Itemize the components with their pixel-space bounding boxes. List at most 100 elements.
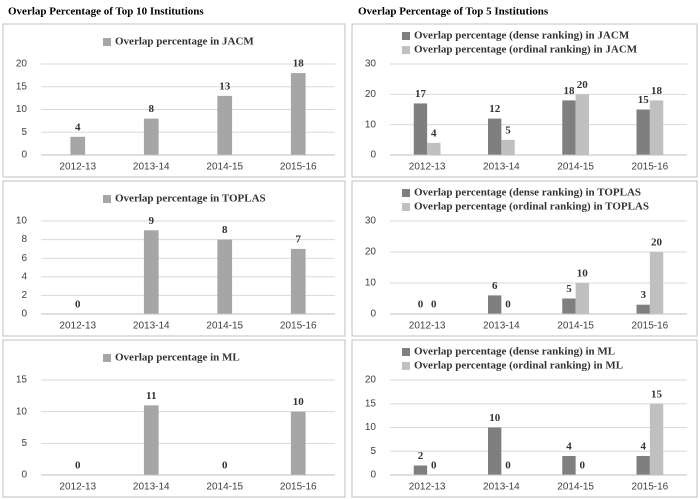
data-label: 18	[651, 85, 663, 97]
y-tick-label: 0	[370, 150, 376, 161]
y-tick-label: 10	[16, 216, 28, 227]
y-tick-label: 5	[21, 127, 27, 138]
data-label: 0	[418, 299, 424, 311]
data-label: 0	[580, 460, 586, 472]
legend-swatch	[402, 46, 410, 54]
y-tick-label: 30	[365, 216, 377, 227]
y-tick-label: 0	[21, 150, 27, 161]
data-label: 9	[149, 215, 155, 227]
data-label: 0	[75, 299, 81, 311]
x-tick-label: 2012-13	[409, 482, 446, 493]
y-tick-label: 10	[365, 278, 377, 289]
bar	[488, 295, 502, 314]
bar	[70, 136, 86, 155]
data-label: 17	[415, 88, 427, 100]
x-tick-label: 2013-14	[483, 321, 520, 332]
y-tick-label: 0	[370, 309, 376, 320]
bar	[143, 405, 159, 475]
legend-swatch	[103, 195, 111, 203]
bar	[488, 427, 502, 475]
y-tick-label: 30	[365, 59, 377, 70]
bar	[562, 456, 576, 475]
x-tick-label: 2013-14	[483, 482, 520, 493]
y-tick-label: 20	[365, 247, 377, 258]
legend-swatch	[402, 189, 410, 197]
data-label: 10	[293, 396, 305, 408]
y-tick-label: 15	[16, 81, 28, 92]
data-label: 2	[418, 450, 424, 462]
y-tick-label: 20	[365, 89, 377, 100]
y-tick-label: 15	[365, 398, 377, 409]
panel	[2, 339, 346, 498]
x-tick-label: 2012-13	[59, 482, 96, 493]
x-tick-label: 2015-16	[632, 482, 669, 493]
bar	[649, 403, 664, 475]
data-label: 10	[577, 268, 589, 280]
bar	[290, 73, 306, 155]
legend-label: Overlap percentage (dense ranking) in TO…	[414, 187, 641, 199]
x-tick-label: 2012-13	[59, 321, 96, 332]
bar	[501, 139, 515, 155]
bar	[217, 95, 233, 155]
y-tick-label: 10	[16, 104, 28, 115]
data-label: 18	[293, 58, 305, 70]
y-tick-label: 15	[16, 375, 28, 386]
legend-label: Overlap percentage (dense ranking) in ML	[414, 346, 615, 358]
data-label: 12	[489, 103, 501, 115]
data-label: 11	[146, 390, 156, 402]
x-tick-label: 2012-13	[409, 321, 446, 332]
x-tick-label: 2015-16	[632, 321, 669, 332]
x-tick-label: 2013-14	[133, 321, 170, 332]
data-label: 18	[563, 85, 575, 97]
data-label: 4	[566, 441, 572, 453]
bar	[217, 239, 233, 314]
y-tick-label: 10	[365, 422, 377, 433]
bar	[636, 456, 650, 475]
data-label: 10	[489, 412, 501, 424]
legend-swatch	[402, 32, 410, 40]
legend-swatch	[103, 38, 111, 46]
legend-label: Overlap percentage (dense ranking) in JA…	[414, 30, 630, 42]
legend-swatch	[103, 354, 111, 362]
legend-swatch	[402, 362, 410, 370]
y-tick-label: 10	[16, 406, 28, 417]
data-label: 0	[431, 460, 437, 472]
y-tick-label: 6	[21, 253, 27, 264]
y-tick-label: 0	[21, 470, 27, 481]
data-label: 0	[505, 299, 511, 311]
bar	[562, 100, 576, 155]
data-label: 13	[219, 80, 231, 92]
bar	[290, 411, 306, 475]
y-tick-label: 20	[16, 59, 28, 70]
panel	[351, 180, 698, 337]
x-tick-label: 2014-15	[557, 482, 594, 493]
y-tick-label: 20	[365, 375, 377, 386]
data-label: 0	[431, 299, 437, 311]
column-heading: Overlap Percentage of Top 10 Institution…	[8, 6, 204, 18]
y-tick-label: 0	[21, 309, 27, 320]
legend-label: Overlap percentage (ordinal ranking) in …	[414, 360, 623, 372]
x-tick-label: 2013-14	[133, 162, 170, 173]
bar	[413, 465, 428, 475]
legend-label: Overlap percentage (ordinal ranking) in …	[414, 44, 638, 56]
data-label: 0	[505, 460, 511, 472]
legend-swatch	[402, 203, 410, 211]
bar	[575, 94, 589, 155]
bar	[290, 248, 306, 314]
y-tick-label: 0	[370, 470, 376, 481]
data-label: 15	[638, 94, 650, 106]
panel	[2, 180, 346, 337]
bar	[427, 142, 441, 155]
x-tick-label: 2014-15	[557, 321, 594, 332]
bar	[649, 100, 664, 155]
y-tick-label: 2	[21, 290, 27, 301]
data-label: 5	[566, 283, 572, 295]
legend-label: Overlap percentage (ordinal ranking) in …	[414, 201, 649, 213]
x-tick-label: 2013-14	[133, 482, 170, 493]
x-tick-label: 2014-15	[206, 482, 243, 493]
bar	[562, 298, 576, 314]
data-label: 3	[640, 289, 646, 301]
x-tick-label: 2012-13	[409, 162, 446, 173]
panel	[2, 23, 346, 178]
